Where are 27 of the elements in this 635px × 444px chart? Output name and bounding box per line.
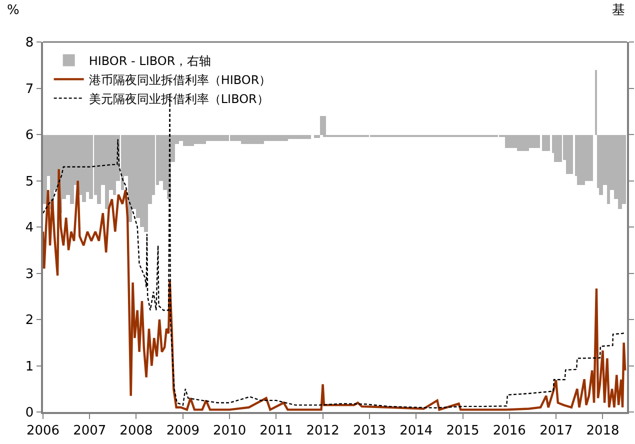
x-tick-label: 2006: [26, 423, 60, 438]
y-tick-label: 3: [25, 266, 34, 282]
x-tick-label: 2015: [446, 423, 480, 438]
legend-label: HIBOR - LIBOR，右轴: [88, 54, 212, 68]
x-tick-label: 2010: [213, 423, 246, 438]
legend-label: 美元隔夜同业拆借利率（LIBOR）: [88, 92, 269, 106]
y-tick-label: 2: [25, 313, 34, 328]
x-tick-label: 2017: [540, 423, 573, 438]
x-tick-label: 2011: [260, 423, 293, 438]
y-tick-label: 4: [25, 220, 34, 236]
x-tick-label: 2008: [120, 423, 153, 438]
x-tick-label: 2018: [586, 423, 620, 438]
x-tick-label: 2013: [352, 423, 386, 438]
x-tick-label: 2014: [400, 423, 433, 438]
legend-label: 港币隔夜同业拆借利率（HIBOR）: [88, 72, 272, 87]
y2-axis-title: 基: [612, 3, 625, 18]
x-tick-label: 2007: [73, 423, 106, 438]
y-tick-label: 7: [25, 82, 34, 97]
x-tick-label: 2012: [306, 423, 340, 438]
y-axis-title: %: [7, 3, 20, 18]
x-tick-label: 2016: [492, 423, 526, 438]
y-tick-label: 5: [25, 174, 34, 190]
x-tick-label: 2009: [166, 423, 200, 438]
y-tick-label: 8: [25, 36, 34, 51]
y-tick-label: 6: [25, 128, 34, 144]
y-tick-label: 0: [25, 406, 34, 421]
y-tick-label: 1: [25, 359, 34, 374]
